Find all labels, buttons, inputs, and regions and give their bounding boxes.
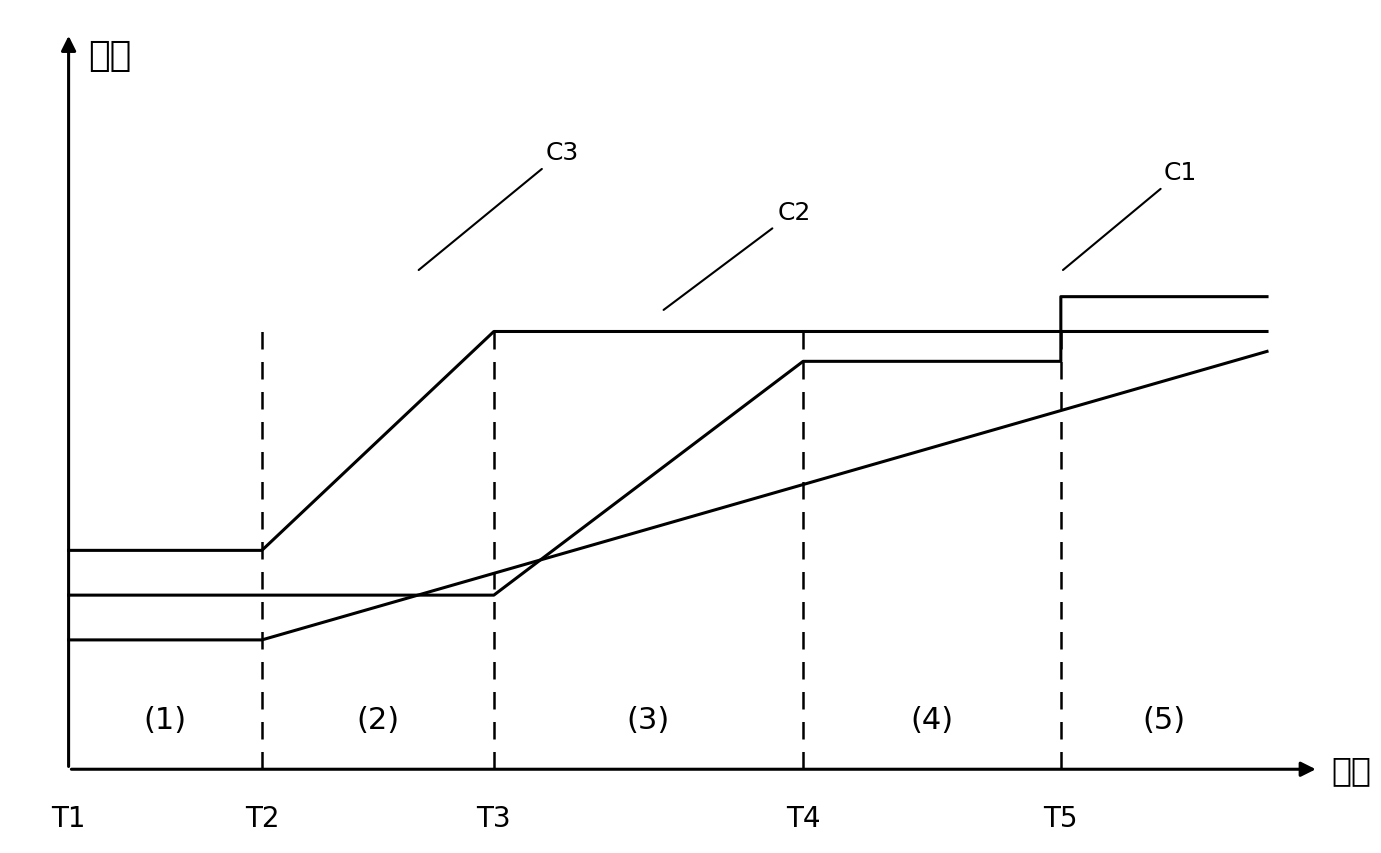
Text: C1: C1 — [1063, 161, 1197, 270]
Text: (4): (4) — [910, 705, 953, 734]
Text: T4: T4 — [786, 804, 820, 832]
Text: T2: T2 — [244, 804, 279, 832]
Text: C3: C3 — [418, 142, 579, 270]
Text: T3: T3 — [476, 804, 511, 832]
Text: (2): (2) — [356, 705, 399, 734]
Text: C2: C2 — [664, 200, 811, 310]
Text: (3): (3) — [627, 705, 670, 734]
Text: T1: T1 — [51, 804, 86, 832]
Text: 温度: 温度 — [1331, 753, 1371, 786]
Text: T5: T5 — [1044, 804, 1079, 832]
Text: (1): (1) — [144, 705, 186, 734]
Text: (5): (5) — [1142, 705, 1185, 734]
Text: 转速: 转速 — [88, 39, 131, 73]
